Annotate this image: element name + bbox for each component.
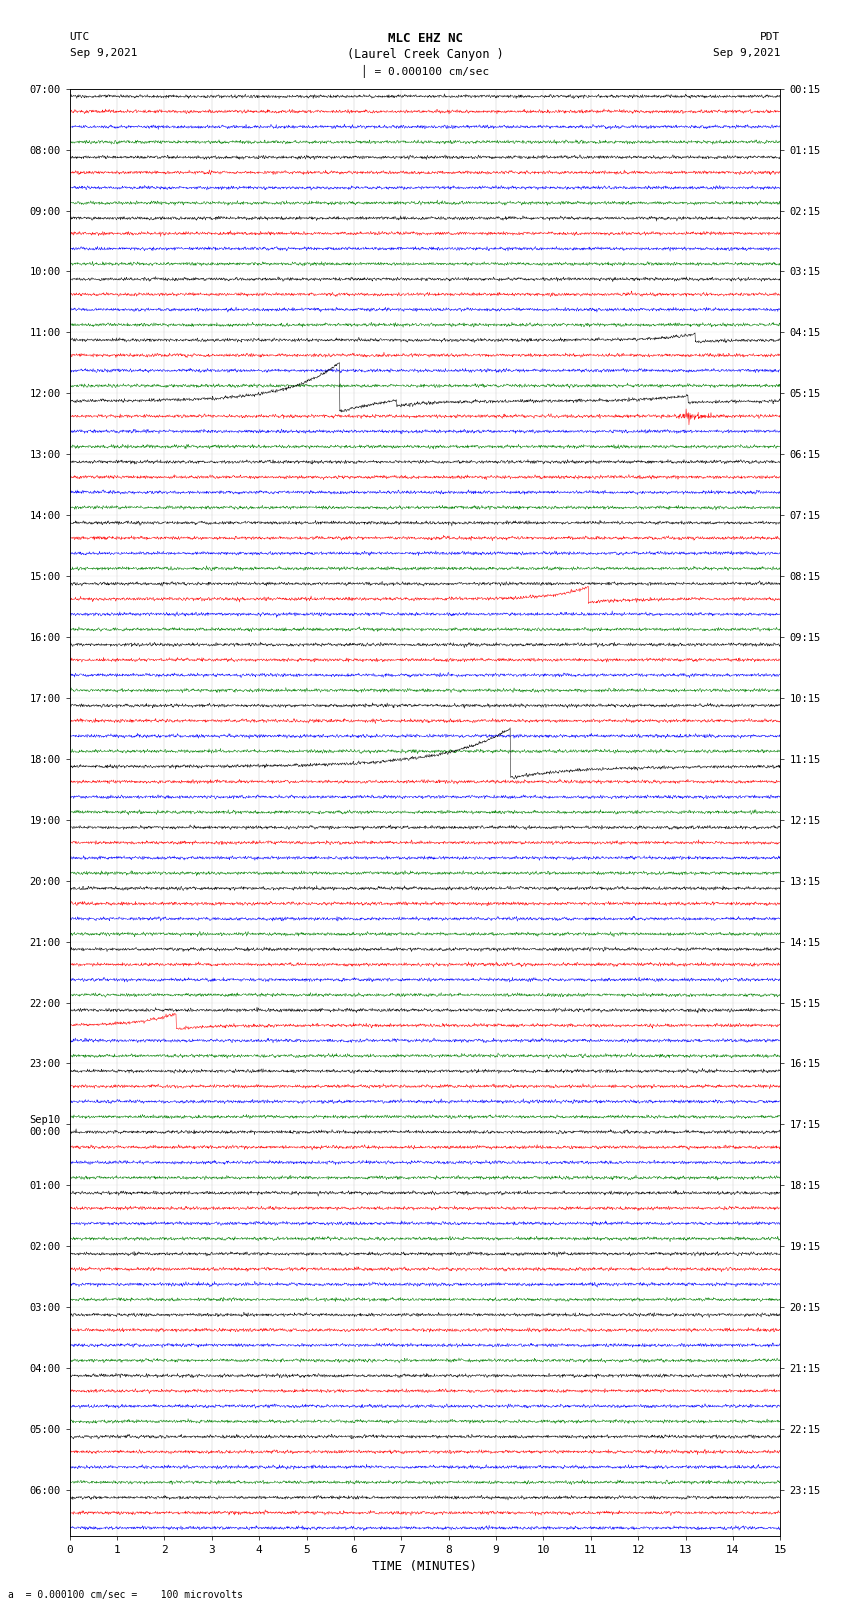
Text: UTC: UTC <box>70 32 90 42</box>
Text: │ = 0.000100 cm/sec: │ = 0.000100 cm/sec <box>361 65 489 77</box>
Text: PDT: PDT <box>760 32 780 42</box>
Text: a  = 0.000100 cm/sec =    100 microvolts: a = 0.000100 cm/sec = 100 microvolts <box>8 1590 243 1600</box>
Text: Sep 9,2021: Sep 9,2021 <box>70 48 137 58</box>
Text: (Laurel Creek Canyon ): (Laurel Creek Canyon ) <box>347 48 503 61</box>
Text: MLC EHZ NC: MLC EHZ NC <box>388 32 462 45</box>
X-axis label: TIME (MINUTES): TIME (MINUTES) <box>372 1560 478 1573</box>
Text: Sep 9,2021: Sep 9,2021 <box>713 48 780 58</box>
